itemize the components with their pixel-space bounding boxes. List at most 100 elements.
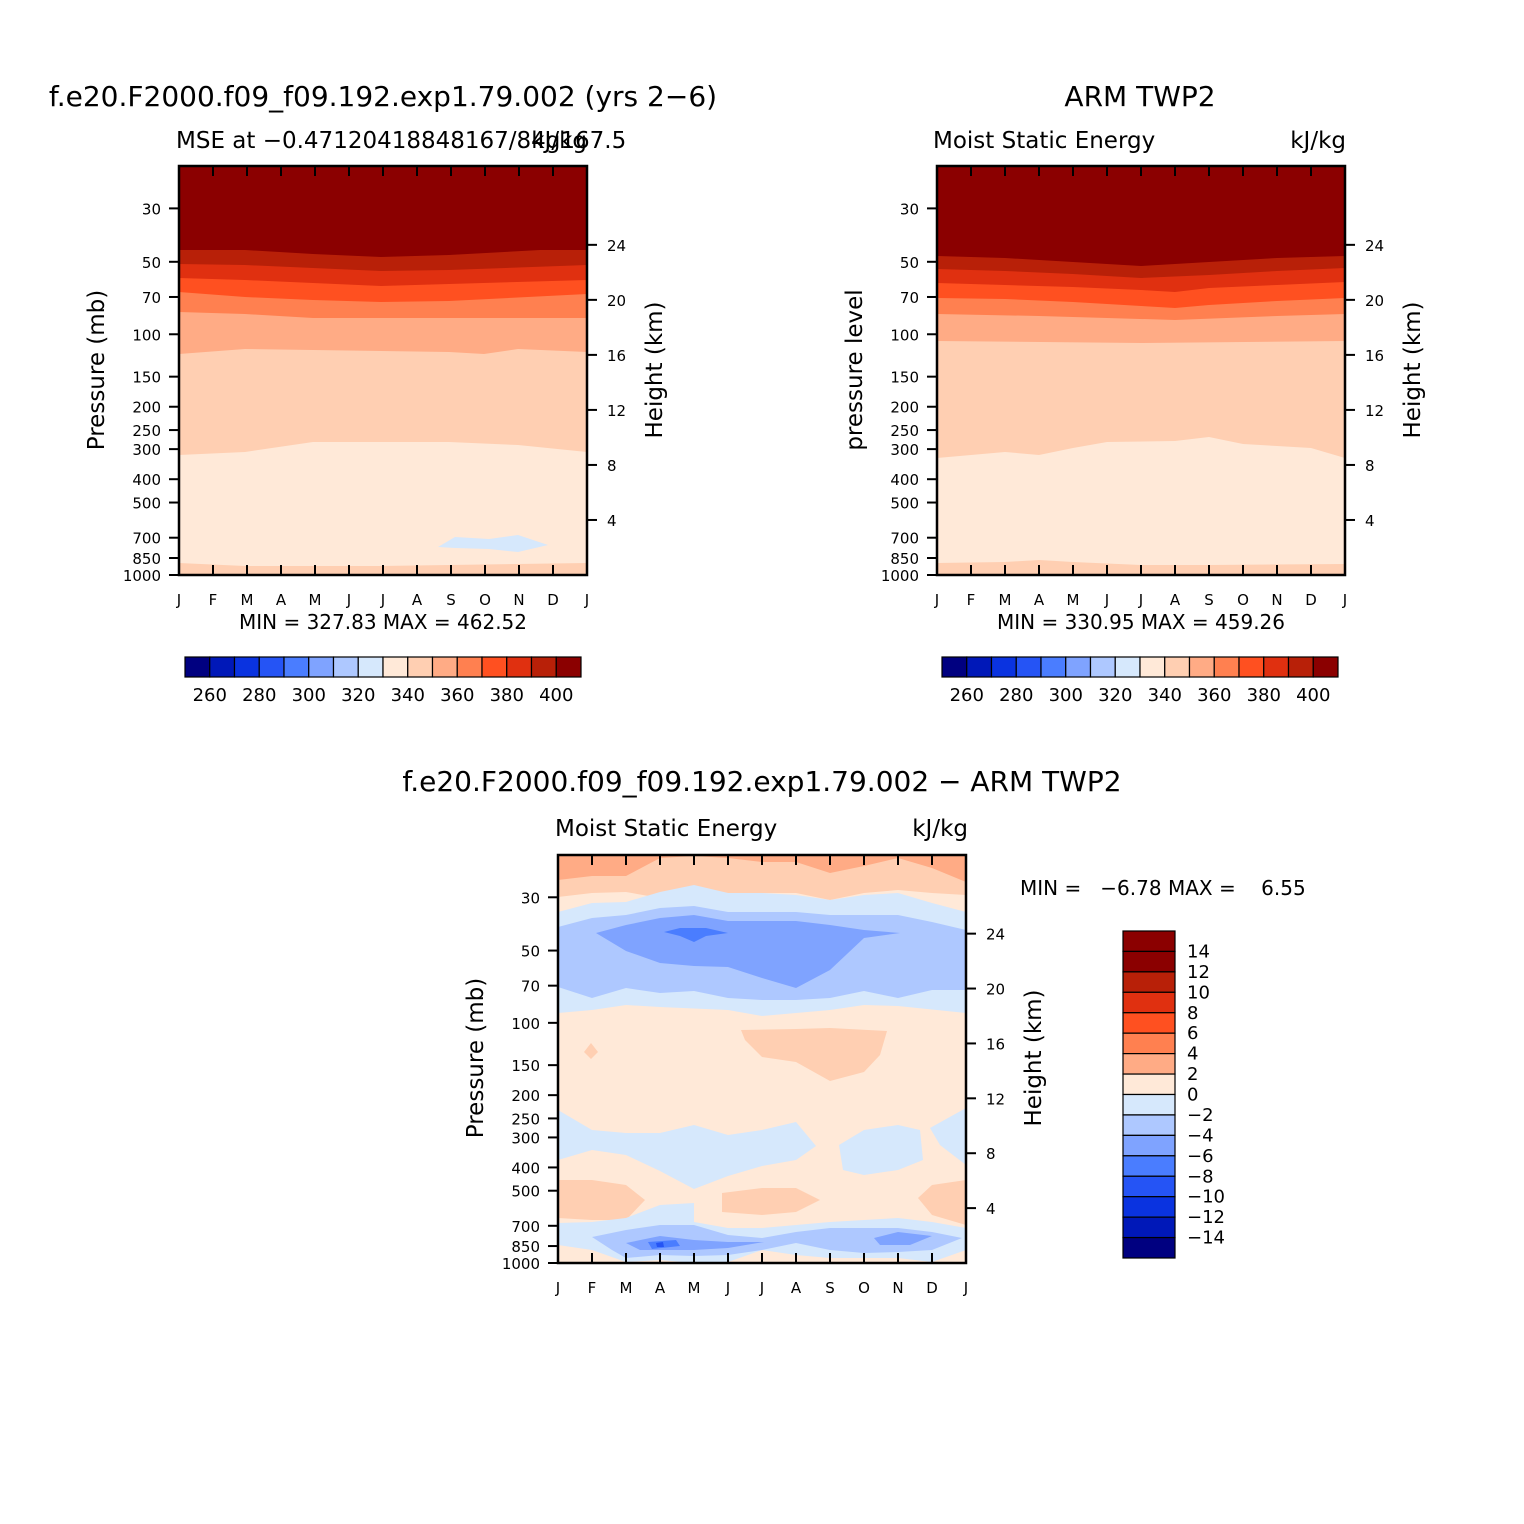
panel-a-stats: MIN = 327.83 MAX = 462.52	[239, 610, 527, 634]
colorbar-label: −14	[1187, 1228, 1225, 1249]
colorbar-swatch	[1164, 656, 1191, 678]
panel-b-stats: MIN = 330.95 MAX = 459.26	[997, 610, 1285, 634]
y-tick-label: 300	[132, 441, 161, 459]
panel-b-height-label: Height (km)	[1400, 301, 1426, 438]
y-tick-label: 500	[511, 1183, 540, 1201]
y-tick-label: 30	[900, 200, 919, 218]
x-tick-label: N	[892, 1279, 903, 1297]
y-tick-label: 700	[890, 530, 919, 548]
y-tick-label: 150	[511, 1057, 540, 1075]
colorbar-swatch	[1122, 1032, 1176, 1055]
colorbar-label: −12	[1187, 1207, 1225, 1228]
x-tick-label: N	[513, 591, 524, 609]
x-tick-label: O	[1237, 591, 1249, 609]
panel-a-title: f.e20.F2000.f09_f09.192.exp1.79.002 (yrs…	[49, 80, 717, 113]
contour-band	[930, 1108, 966, 1165]
colorbar-label: 360	[1197, 685, 1231, 706]
y-tick-label: 400	[890, 471, 919, 489]
colorbar-label: 320	[1098, 685, 1132, 706]
y-tick-label: 400	[132, 471, 161, 489]
y-tick-label: 30	[142, 200, 161, 218]
colorbar-swatch	[382, 656, 409, 678]
colorbar-label: 380	[490, 685, 524, 706]
colorbar-label: 4	[1187, 1044, 1198, 1065]
height-tick-label: 16	[1365, 347, 1384, 365]
contour-band	[558, 1180, 645, 1220]
y-tick-label: 300	[511, 1129, 540, 1147]
y-tick-label: 300	[890, 441, 919, 459]
y-tick-label: 250	[511, 1110, 540, 1128]
colorbar-swatch	[407, 656, 434, 678]
colorbar-swatch	[1122, 930, 1176, 953]
panel-model-mse: f.e20.F2000.f09_f09.192.exp1.79.002 (yrs…	[49, 80, 717, 706]
panel-c-left-label: Moist Static Energy	[555, 816, 777, 842]
y-tick-label: 70	[142, 289, 161, 307]
height-tick-label: 24	[1365, 237, 1384, 255]
colorbar-label: 280	[999, 685, 1033, 706]
colorbar-label: 260	[950, 685, 984, 706]
y-tick-label: 70	[521, 978, 540, 996]
panel-c-stats: MIN = −6.78 MAX = 6.55	[1020, 876, 1306, 900]
x-tick-label: M	[1067, 591, 1080, 609]
y-tick-label: 50	[521, 943, 540, 961]
x-tick-label: F	[209, 591, 218, 609]
x-tick-label: M	[999, 591, 1012, 609]
contour-band	[722, 1188, 820, 1215]
y-tick-label: 1000	[502, 1255, 540, 1273]
colorbar-swatch	[1287, 656, 1314, 678]
contour-band	[558, 855, 966, 900]
x-tick-label: S	[1204, 591, 1214, 609]
height-tick-label: 20	[986, 981, 1005, 999]
y-tick-label: 1000	[881, 567, 919, 585]
colorbar-label: 300	[1049, 685, 1083, 706]
colorbar-swatch	[283, 656, 310, 678]
panel-b-left-label: Moist Static Energy	[933, 128, 1155, 154]
x-tick-label: D	[1305, 591, 1317, 609]
y-tick-label: 70	[900, 289, 919, 307]
colorbar-label: −10	[1187, 1187, 1225, 1208]
colorbar-swatch	[1139, 656, 1166, 678]
x-tick-label: S	[825, 1279, 835, 1297]
x-tick-label: O	[479, 591, 491, 609]
x-tick-label: F	[588, 1279, 597, 1297]
colorbar-swatch	[1238, 656, 1265, 678]
colorbar-swatch	[1040, 656, 1067, 678]
colorbar-swatch	[1122, 1114, 1176, 1136]
height-tick-label: 8	[1365, 457, 1375, 475]
y-tick-label: 250	[890, 422, 919, 440]
panel-b-title: ARM TWP2	[1064, 80, 1215, 113]
colorbar-swatch	[1188, 656, 1215, 678]
y-tick-label: 200	[132, 399, 161, 417]
colorbar-label: 380	[1247, 685, 1281, 706]
y-tick-label: 850	[890, 550, 919, 568]
x-tick-label: A	[791, 1279, 802, 1297]
y-tick-label: 700	[132, 530, 161, 548]
height-tick-label: 20	[1365, 292, 1384, 310]
y-tick-label: 100	[890, 326, 919, 344]
y-tick-label: 500	[132, 495, 161, 513]
y-tick-label: 400	[511, 1159, 540, 1177]
colorbar-label: 6	[1187, 1023, 1198, 1044]
height-tick-label: 4	[607, 512, 617, 530]
panel-b-contour-fill	[937, 166, 1345, 575]
colorbar-swatch	[456, 656, 483, 678]
y-tick-label: 200	[890, 399, 919, 417]
contour-band	[664, 928, 728, 942]
contour-band	[874, 1232, 932, 1245]
y-tick-label: 30	[521, 889, 540, 907]
colorbar-swatch	[1122, 1134, 1176, 1157]
x-tick-label: J	[176, 591, 181, 609]
panel-c-y-label: Pressure (mb)	[463, 978, 489, 1138]
colorbar-label: 14	[1187, 941, 1210, 962]
panel-c-height-label: Height (km)	[1021, 989, 1047, 1126]
y-tick-label: 100	[511, 1015, 540, 1033]
x-tick-label: A	[655, 1279, 666, 1297]
x-tick-label: J	[725, 1279, 730, 1297]
contour-band	[656, 1242, 664, 1247]
colorbar-swatch	[966, 656, 993, 678]
colorbar-swatch	[1122, 1012, 1176, 1034]
contour-band	[648, 1240, 680, 1249]
colorbar-label: 360	[440, 685, 474, 706]
height-tick-label: 24	[607, 237, 626, 255]
colorbar-label: 12	[1187, 962, 1210, 983]
